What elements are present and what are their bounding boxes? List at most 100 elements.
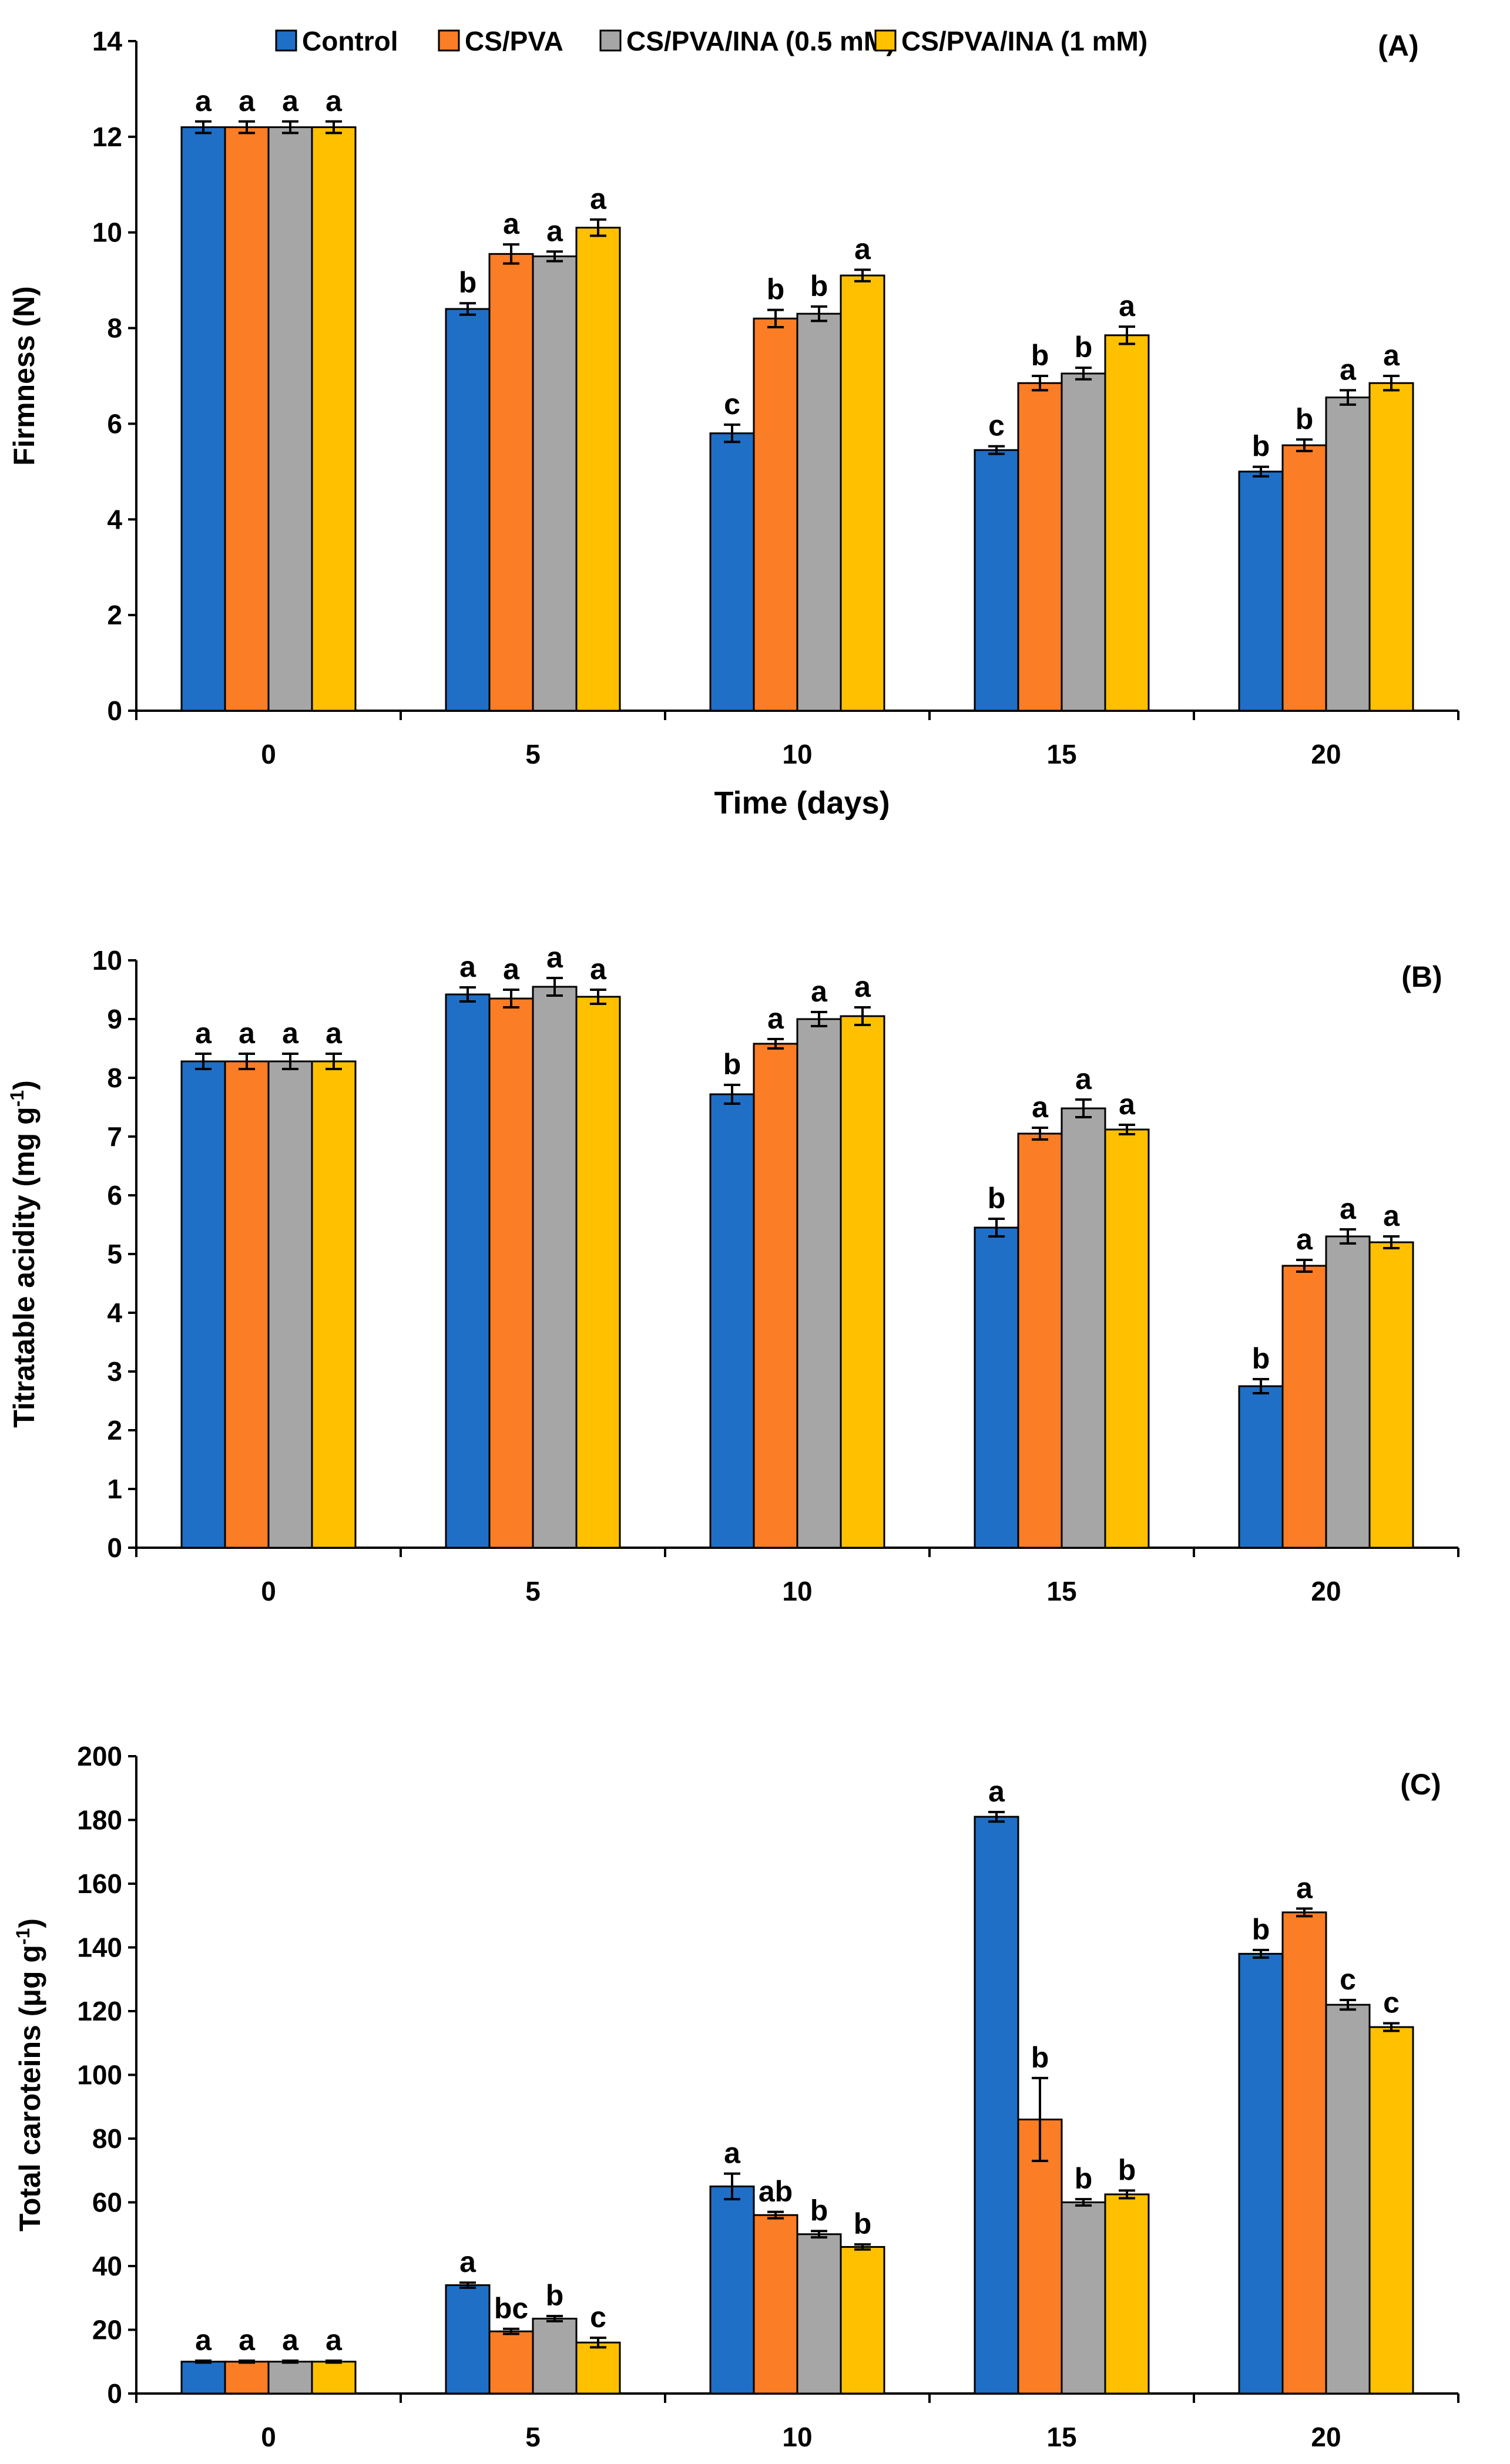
y-tick-label: 12 bbox=[92, 122, 122, 152]
x-tick-label: 5 bbox=[525, 1576, 541, 1606]
significance-letter: b bbox=[1296, 402, 1314, 435]
bar-cs-pva-ina-0-5-mm--day-0 bbox=[267, 1060, 313, 1549]
significance-letter: a bbox=[282, 1017, 299, 1050]
bar-cs-pva-day-20 bbox=[1281, 1265, 1327, 1549]
bar-control-day-15 bbox=[974, 449, 1019, 712]
bar-cs-pva-ina-1-mm--day-0 bbox=[311, 126, 357, 712]
y-axis-label-superscript: -1 bbox=[6, 1090, 28, 1107]
y-tick-label: 2 bbox=[107, 1415, 122, 1446]
significance-letter: c bbox=[1340, 1963, 1356, 1996]
bar-cs-pva-ina-1-mm--day-5 bbox=[575, 2341, 621, 2395]
bar-cs-pva-day-10 bbox=[753, 317, 798, 712]
bar-control-day-10 bbox=[709, 2185, 755, 2395]
significance-letter: a bbox=[459, 950, 477, 983]
bar-cs-pva-ina-1-mm--day-0 bbox=[311, 1060, 357, 1549]
bar-cs-pva-ina-0-5-mm--day-10 bbox=[796, 1018, 842, 1549]
bar-cs-pva-ina-0-5-mm--day-20 bbox=[1325, 396, 1371, 712]
bar-cs-pva-ina-0-5-mm--day-15 bbox=[1061, 372, 1106, 712]
significance-letter: a bbox=[767, 1002, 784, 1035]
significance-letter: b bbox=[1252, 1342, 1270, 1375]
bar-cs-pva-day-15 bbox=[1017, 1132, 1063, 1549]
y-axis-label: Total caroteins (μg g-1) bbox=[12, 1918, 46, 2231]
bar-cs-pva-day-15 bbox=[1017, 382, 1063, 712]
bar-cs-pva-ina-0-5-mm--day-5 bbox=[532, 255, 578, 712]
significance-letter: a bbox=[854, 233, 871, 265]
significance-letter: a bbox=[1119, 1088, 1136, 1121]
y-tick-label: 20 bbox=[92, 2315, 122, 2345]
bar-cs-pva-day-0 bbox=[224, 1060, 270, 1549]
legend-swatch bbox=[874, 29, 897, 52]
bar-control-day-5 bbox=[445, 2284, 491, 2395]
y-tick-label: 8 bbox=[107, 1063, 122, 1093]
legend-label: CS/PVA/INA (1 mM) bbox=[901, 26, 1147, 56]
significance-letter: a bbox=[195, 2324, 212, 2357]
panel-label: (C) bbox=[1400, 1768, 1441, 1801]
significance-letter: a bbox=[195, 85, 212, 117]
y-tick-label: 120 bbox=[77, 1996, 122, 2026]
significance-letter: b bbox=[1075, 331, 1093, 364]
bar-control-day-15 bbox=[974, 1816, 1019, 2395]
significance-letter: c bbox=[590, 2301, 606, 2334]
bar-control-day-0 bbox=[180, 2361, 226, 2395]
x-tick-label: 0 bbox=[261, 1576, 276, 1606]
y-tick-label: 6 bbox=[107, 408, 122, 439]
bar-cs-pva-ina-1-mm--day-5 bbox=[575, 996, 621, 1549]
x-tick-label: 20 bbox=[1311, 739, 1341, 769]
bar-cs-pva-day-0 bbox=[224, 126, 270, 712]
y-axis-label-end: ) bbox=[14, 1918, 46, 1928]
significance-letter: a bbox=[239, 85, 256, 117]
bar-control-day-5 bbox=[445, 308, 491, 712]
y-tick-label: 80 bbox=[92, 2123, 122, 2154]
significance-letter: a bbox=[503, 207, 520, 240]
x-tick-label: 0 bbox=[261, 2422, 276, 2452]
y-tick-label: 8 bbox=[107, 313, 122, 344]
bar-cs-pva-ina-0-5-mm--day-15 bbox=[1061, 1107, 1106, 1549]
legend-swatch bbox=[599, 29, 622, 52]
bar-cs-pva-day-5 bbox=[488, 2330, 534, 2395]
significance-letter: b bbox=[723, 1048, 741, 1081]
legend: Control CS/PVA CS/PVA/INA (0.5 mM) CS/PVA/I… bbox=[275, 26, 1147, 56]
y-tick-label: 100 bbox=[77, 2060, 122, 2090]
significance-letter: a bbox=[590, 953, 607, 986]
y-tick-label: 180 bbox=[77, 1805, 122, 1836]
significance-letter: b bbox=[1252, 1913, 1270, 1946]
bar-cs-pva-ina-1-mm--day-15 bbox=[1104, 2193, 1150, 2395]
bar-cs-pva-ina-1-mm--day-20 bbox=[1368, 1241, 1414, 1549]
significance-letter: b bbox=[1075, 2162, 1093, 2195]
significance-letter: ab bbox=[759, 2175, 793, 2208]
significance-letter: a bbox=[724, 2137, 741, 2170]
panel-label: (B) bbox=[1401, 960, 1442, 993]
significance-letter: b bbox=[1031, 2041, 1049, 2074]
significance-letter: a bbox=[590, 183, 607, 216]
bar-cs-pva-ina-0-5-mm--day-10 bbox=[796, 2233, 842, 2395]
x-tick-label: 20 bbox=[1311, 2422, 1341, 2452]
bar-cs-pva-ina-0-5-mm--day-5 bbox=[532, 986, 578, 1549]
bar-cs-pva-ina-1-mm--day-15 bbox=[1104, 1128, 1150, 1549]
y-tick-label: 4 bbox=[107, 504, 122, 535]
y-axis-label-superscript: -1 bbox=[12, 1928, 33, 1945]
legend-swatch bbox=[275, 29, 297, 52]
significance-letter: a bbox=[326, 2324, 343, 2357]
x-tick-label: 5 bbox=[525, 739, 541, 769]
significance-letter: a bbox=[326, 85, 343, 117]
x-tick-label: 10 bbox=[782, 2422, 812, 2452]
y-tick-label: 14 bbox=[92, 26, 123, 56]
bar-cs-pva-ina-1-mm--day-10 bbox=[840, 274, 885, 712]
y-axis-label-text: Titratable acidity (mg g bbox=[8, 1107, 41, 1427]
bar-cs-pva-ina-0-5-mm--day-0 bbox=[267, 126, 313, 712]
legend-swatch bbox=[438, 29, 460, 52]
significance-letter: a bbox=[282, 85, 299, 117]
y-tick-label: 40 bbox=[92, 2251, 122, 2281]
x-tick-label: 5 bbox=[525, 2422, 541, 2452]
bar-cs-pva-ina-1-mm--day-20 bbox=[1368, 2026, 1414, 2395]
y-tick-label: 0 bbox=[107, 2378, 122, 2409]
significance-letter: a bbox=[1383, 339, 1400, 372]
y-axis-label: Titratable acidity (mg g-1) bbox=[6, 1080, 41, 1428]
significance-letter: a bbox=[1075, 1063, 1092, 1095]
y-tick-label: 2 bbox=[107, 600, 122, 630]
x-tick-label: 0 bbox=[261, 739, 276, 769]
panel-label: (A) bbox=[1378, 29, 1418, 62]
bar-cs-pva-ina-0-5-mm--day-20 bbox=[1325, 2004, 1371, 2395]
significance-letter: b bbox=[854, 2207, 872, 2240]
